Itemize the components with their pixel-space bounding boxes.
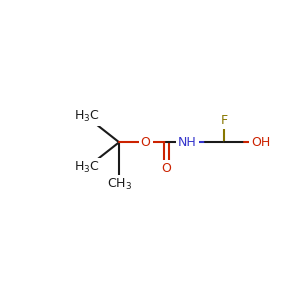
- Text: $\mathregular{H_3C}$: $\mathregular{H_3C}$: [74, 160, 100, 175]
- Text: $\mathregular{H_3C}$: $\mathregular{H_3C}$: [74, 109, 100, 124]
- Text: $\mathregular{CH_3}$: $\mathregular{CH_3}$: [106, 177, 132, 192]
- Text: O: O: [141, 136, 151, 149]
- Text: O: O: [161, 162, 171, 175]
- Text: OH: OH: [251, 136, 271, 149]
- Text: NH: NH: [178, 136, 196, 149]
- Text: F: F: [220, 114, 228, 127]
